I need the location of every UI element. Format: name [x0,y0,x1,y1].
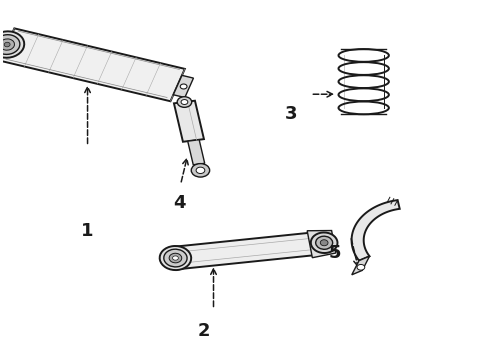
Text: 3: 3 [285,105,297,123]
Polygon shape [188,140,205,165]
Ellipse shape [311,233,338,253]
Ellipse shape [181,100,188,104]
Polygon shape [352,256,369,275]
Circle shape [357,265,365,270]
Text: 1: 1 [81,222,94,240]
Ellipse shape [169,253,182,263]
Ellipse shape [160,246,191,270]
Ellipse shape [164,249,187,267]
Text: 4: 4 [173,194,186,212]
Ellipse shape [0,35,20,54]
Ellipse shape [180,84,187,89]
Polygon shape [174,101,204,142]
Ellipse shape [191,163,210,177]
Polygon shape [307,230,336,258]
Ellipse shape [172,256,178,260]
Ellipse shape [4,42,10,47]
Polygon shape [173,233,317,269]
Ellipse shape [196,167,205,174]
Ellipse shape [0,39,15,50]
Text: 5: 5 [328,244,341,262]
Ellipse shape [316,236,333,249]
Ellipse shape [0,31,24,58]
Polygon shape [173,75,194,98]
Polygon shape [0,28,185,101]
Ellipse shape [320,240,328,246]
Ellipse shape [177,97,192,107]
Text: 2: 2 [197,321,210,339]
Polygon shape [352,200,400,261]
